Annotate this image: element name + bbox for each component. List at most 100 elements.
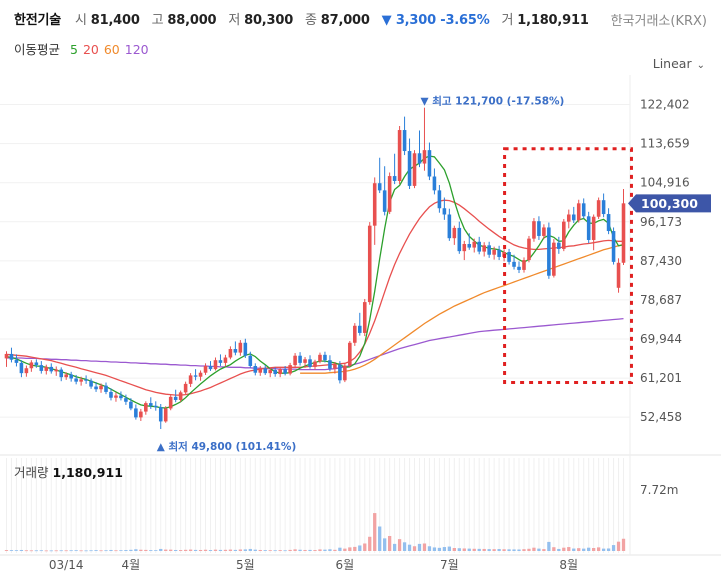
candle-body: [377, 183, 382, 191]
candle-body: [79, 379, 83, 382]
scale-mode-dropdown[interactable]: Linear ⌄: [653, 56, 705, 71]
candle-body: [163, 408, 168, 422]
volume-bar: [243, 549, 247, 551]
volume-bar: [283, 550, 287, 552]
volume-bar: [611, 545, 616, 551]
volume-bar: [39, 550, 43, 552]
candle-body: [571, 214, 576, 221]
volume-bar: [532, 547, 536, 551]
candle-body: [243, 342, 248, 356]
volume-bar: [552, 547, 556, 551]
candle-body: [99, 385, 103, 390]
volume-bar: [417, 543, 422, 551]
y-tick-label: 87,430: [640, 254, 682, 268]
volume-bar: [253, 549, 257, 551]
candle-body: [278, 369, 282, 375]
candle-body: [129, 401, 133, 409]
candle-body: [507, 252, 511, 262]
candle-body: [452, 227, 457, 239]
candle-body: [89, 380, 93, 387]
candle-body: [497, 249, 501, 257]
ma-legend-item-5[interactable]: 5: [70, 42, 78, 57]
volume-bar: [258, 549, 262, 551]
volume-bar: [363, 543, 367, 551]
last-price-label: 100,300: [641, 196, 698, 211]
x-tick-label: 6월: [336, 558, 355, 572]
volume-bar: [323, 549, 327, 551]
close-label: 종: [305, 13, 317, 28]
candle-body: [318, 354, 322, 362]
candle-body: [308, 359, 312, 367]
volume-bar: [596, 547, 601, 551]
ma60-line: [300, 243, 624, 374]
candle-body: [64, 374, 68, 378]
volume-bar: [432, 547, 437, 551]
candle-body: [198, 372, 203, 377]
candle-body: [313, 361, 317, 367]
volume-bar: [621, 538, 626, 551]
volume-value: 1,180,911: [517, 13, 589, 28]
candle-body: [34, 362, 39, 366]
volume-axis-tick: 7.72m: [640, 483, 678, 497]
volume-bar: [149, 550, 153, 551]
candle-body: [591, 216, 596, 240]
volume-bar: [159, 548, 163, 551]
volume-bar: [313, 550, 317, 551]
volume-bar: [303, 549, 307, 551]
candle-body: [532, 221, 536, 239]
candle-body: [139, 411, 143, 418]
candle-body: [397, 130, 402, 181]
candle-body: [228, 349, 233, 358]
volume-bar: [572, 548, 576, 551]
change-indicator: ▼ 3,300 -3.65%: [382, 13, 490, 28]
candle-body: [253, 366, 258, 373]
volume-bar: [248, 548, 252, 551]
volume-bar: [407, 544, 412, 551]
candle-body: [183, 383, 188, 393]
candle-body: [288, 365, 292, 374]
high-value: 88,000: [167, 13, 217, 28]
candle-body: [392, 176, 397, 181]
ma-legend-item-120[interactable]: 120: [124, 42, 149, 57]
candle-body: [387, 176, 392, 212]
candle-body: [527, 238, 531, 261]
volume-bar: [333, 549, 337, 551]
volume-bar: [318, 549, 322, 551]
candle-body: [54, 369, 59, 372]
candle-body: [168, 396, 173, 409]
volume-bar: [4, 550, 9, 551]
volume-bar: [273, 550, 277, 552]
volume-bar: [343, 548, 347, 551]
volume-bar: [467, 548, 471, 551]
candle-body: [109, 391, 113, 398]
volume-bar: [298, 549, 302, 551]
candle-body: [193, 375, 198, 377]
volume-bar: [69, 550, 73, 552]
stock-name[interactable]: 한전기술: [14, 13, 62, 28]
volume-bar: [263, 550, 267, 551]
close-value: 87,000: [320, 13, 370, 28]
candle-body: [114, 395, 118, 398]
volume-panel-title: 거래량: [14, 465, 49, 480]
y-tick-label: 78,687: [640, 293, 682, 307]
candle-body: [382, 190, 387, 212]
candle-body: [477, 241, 481, 252]
volume-bar: [427, 546, 432, 551]
candle-body: [44, 366, 49, 371]
candle-body: [328, 360, 332, 369]
last-price-tag: [628, 194, 711, 213]
candle-body: [417, 153, 422, 164]
volume-bar: [482, 548, 486, 551]
candle-body: [84, 379, 88, 381]
ma-legend[interactable]: 이동평균 5 20 60 120: [14, 39, 154, 58]
ma-legend-item-60[interactable]: 60: [103, 42, 120, 57]
low-label: 저: [228, 13, 241, 28]
candle-body: [542, 227, 546, 236]
volume-bar: [213, 549, 218, 551]
volume-bar: [19, 549, 24, 551]
chevron-down-icon: ⌄: [696, 60, 705, 71]
candle-body: [218, 360, 223, 363]
volume-label: 거: [501, 13, 514, 28]
ma-legend-item-20[interactable]: 20: [82, 42, 99, 57]
